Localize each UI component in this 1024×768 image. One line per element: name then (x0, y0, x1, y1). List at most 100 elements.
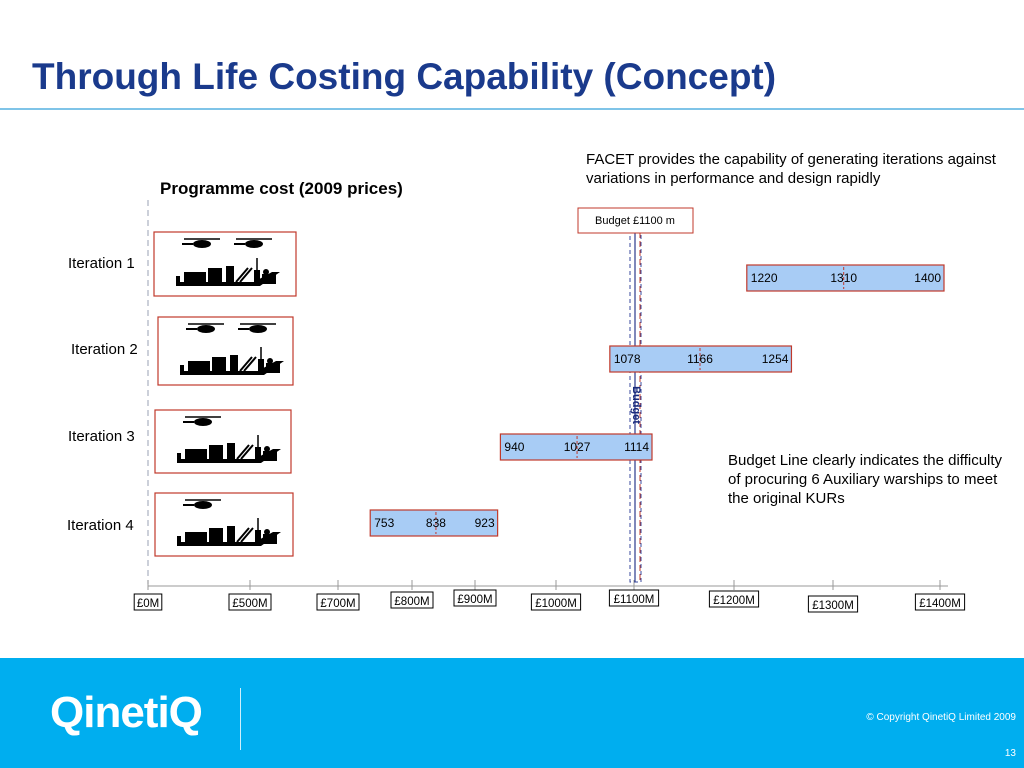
platform-box-4 (154, 492, 294, 557)
x-tick-label-1000: £1000M (535, 598, 577, 610)
range-low-label-3: 940 (504, 440, 524, 454)
copyright-text: © Copyright QinetiQ Limited 2009 (866, 712, 1016, 723)
superstructure-mid (209, 528, 223, 544)
stern-post (176, 276, 180, 284)
range-low-label-1: 1220 (751, 271, 778, 285)
superstructure-aft (184, 272, 206, 284)
budget-box (577, 207, 694, 234)
range-low-label-2: 1078 (614, 352, 641, 366)
x-tick-box-1400 (914, 593, 966, 611)
x-tick-box-700 (316, 593, 360, 611)
platform-icon-3 (154, 409, 292, 474)
superstructure-mid (208, 268, 222, 284)
x-tick-label-800: £800M (394, 596, 429, 608)
bridge (227, 526, 235, 544)
crane-2 (243, 356, 257, 372)
stern-post (177, 453, 181, 461)
range-high-label-1: 1400 (914, 271, 941, 285)
dome (264, 446, 270, 452)
bridge (227, 443, 235, 461)
mast-base (255, 447, 261, 461)
range-mid-label-2: 1166 (687, 352, 713, 366)
page-number: 13 (1004, 748, 1016, 759)
slide-title: Through Life Costing Capability (Concept… (32, 56, 777, 97)
platform-box-3 (154, 409, 292, 474)
budget-line-label: Budget (630, 386, 642, 424)
iteration-label-1: Iteration 1 (68, 255, 135, 272)
mast-base (254, 270, 260, 284)
stern-post (180, 365, 184, 373)
facet-note: FACET provides the capability of generat… (586, 151, 996, 187)
foredeck (263, 451, 277, 461)
dome (267, 358, 273, 364)
platform-icon-2 (157, 316, 294, 386)
platform-box-1 (153, 231, 297, 297)
superstructure-mid (209, 445, 223, 461)
x-tick-box-1000 (530, 593, 582, 611)
stern-post (177, 536, 181, 544)
footer-divider (240, 688, 241, 750)
platform-icon-1 (153, 231, 297, 297)
range-bar-1 (746, 264, 945, 292)
x-tick-box-800 (390, 591, 434, 609)
dome (263, 269, 269, 275)
crane-2 (240, 527, 254, 543)
x-tick-label-1200: £1200M (713, 595, 755, 607)
range-high-label-3: 1114 (624, 440, 649, 454)
range-high-label-2: 1254 (762, 352, 789, 366)
x-tick-box-0 (133, 593, 163, 611)
crane-1 (239, 356, 253, 372)
x-tick-label-500: £500M (232, 598, 267, 610)
x-tick-label-900: £900M (457, 594, 492, 606)
superstructure-aft (188, 361, 210, 373)
programme-cost-chart: £0M £500M £700M £800M £900M £1000M £1100M £1200… (133, 200, 966, 613)
bridge (230, 355, 238, 373)
crane-1 (236, 444, 250, 460)
foredeck (266, 363, 280, 373)
platform-icon-4 (154, 492, 294, 557)
mast-base (255, 530, 261, 544)
title-divider (0, 108, 1024, 110)
x-tick-box-1300 (807, 595, 859, 613)
range-bar-2 (609, 345, 793, 373)
range-bar-4 (369, 509, 499, 537)
iteration-label-4: Iteration 4 (67, 517, 134, 534)
range-bar-3 (499, 433, 653, 461)
x-tick-box-1100 (608, 589, 660, 607)
range-mid-label-1: 1310 (830, 271, 857, 285)
x-tick-box-1200 (708, 590, 760, 608)
chart-title: Programme cost (2009 prices) (160, 179, 403, 198)
range-mid-label-4: 838 (426, 516, 446, 530)
crane-2 (240, 444, 254, 460)
footer-bar: QinetiQ © Copyright QinetiQ Limited 2009… (0, 658, 1024, 768)
bridge (226, 266, 234, 284)
x-tick-box-900 (453, 589, 497, 607)
budget-box-label: Budget £1100 m (595, 215, 675, 227)
x-tick-label-1100: £1100M (614, 594, 655, 606)
crane-2 (239, 267, 253, 283)
dome (264, 529, 270, 535)
foredeck (262, 274, 276, 284)
superstructure-mid (212, 357, 226, 373)
crane-1 (236, 527, 250, 543)
budget-note: Budget Line clearly indicates the diffic… (728, 452, 1003, 507)
iteration-label-3: Iteration 3 (68, 428, 135, 445)
x-tick-label-700: £700M (320, 598, 355, 610)
qinetiq-logo: QinetiQ (50, 688, 203, 737)
x-tick-box-500 (228, 593, 272, 611)
crane-1 (235, 267, 249, 283)
fuselage (193, 240, 211, 248)
fuselage (194, 501, 212, 509)
fuselage (249, 325, 267, 333)
range-low-label-4: 753 (374, 516, 394, 530)
x-tick-label-0: £0M (137, 598, 159, 610)
fuselage (197, 325, 215, 333)
fuselage (245, 240, 263, 248)
iteration-label-2: Iteration 2 (71, 341, 138, 358)
fuselage (194, 418, 212, 426)
range-mid-label-3: 1027 (564, 440, 591, 454)
x-tick-label-1400: £1400M (919, 598, 961, 610)
superstructure-aft (185, 449, 207, 461)
range-high-label-4: 923 (475, 516, 495, 530)
superstructure-aft (185, 532, 207, 544)
